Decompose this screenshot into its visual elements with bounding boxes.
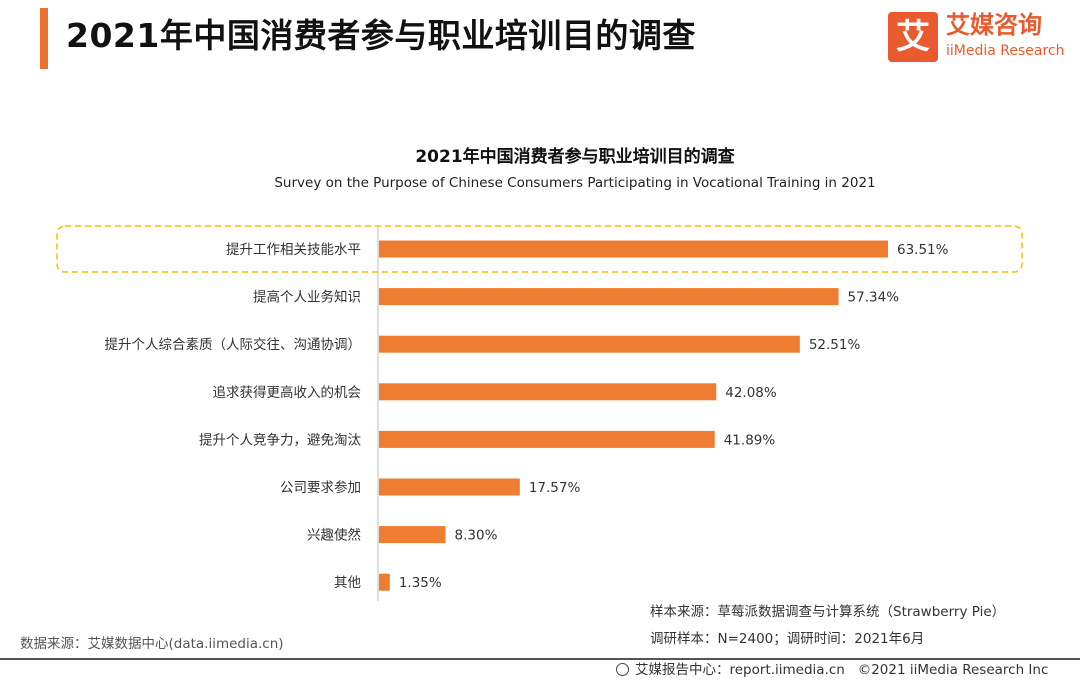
bar	[379, 383, 717, 401]
bar	[379, 335, 800, 353]
category-label: 公司要求参加	[280, 479, 361, 496]
chart-title: 2021年中国消费者参与职业培训目的调查	[415, 147, 735, 167]
category-label: 提升个人综合素质（人际交往、沟通协调）	[105, 336, 362, 353]
category-label: 其他	[334, 575, 361, 591]
value-label: 8.30%	[455, 528, 498, 544]
bar	[379, 526, 446, 544]
category-label: 追求获得更高收入的机会	[213, 384, 362, 401]
report-center-link[interactable]: 艾媒报告中心：report.iimedia.cn	[635, 662, 845, 678]
value-label: 1.35%	[399, 575, 442, 591]
logo-name-en: iiMedia Research	[946, 43, 1065, 59]
category-label: 提升工作相关技能水平	[226, 242, 361, 258]
bar	[379, 240, 888, 258]
footer-divider	[0, 658, 1080, 660]
logo-mark: 艾	[888, 12, 938, 62]
sample-source-note: 样本来源：草莓派数据调查与计算系统（Strawberry Pie）	[650, 604, 1006, 620]
category-label: 兴趣使然	[307, 527, 361, 544]
bar	[379, 288, 839, 306]
value-label: 17.57%	[529, 480, 581, 496]
title-accent-bar	[40, 8, 48, 69]
globe-icon	[616, 663, 629, 676]
copyright: ©2021 iiMedia Research Inc	[857, 662, 1049, 678]
chart-subtitle: Survey on the Purpose of Chinese Consume…	[274, 175, 876, 191]
bar	[379, 430, 715, 448]
category-label: 提升个人竞争力，避免淘汰	[199, 431, 361, 448]
value-label: 57.34%	[848, 290, 900, 306]
bar	[379, 573, 390, 591]
value-label: 52.51%	[809, 337, 861, 353]
sample-info-note: 调研样本：N=2400；调研时间：2021年6月	[650, 631, 925, 647]
page-title: 2021年中国消费者参与职业培训目的调查	[66, 16, 696, 55]
category-label: 提高个人业务知识	[253, 289, 361, 306]
bar	[379, 478, 520, 496]
logo-name-cn: 艾媒咨询	[946, 11, 1042, 39]
data-source: 数据来源：艾媒数据中心(data.iimedia.cn)	[20, 636, 284, 652]
iimedia-logo: 艾 艾媒咨询 iiMedia Research	[888, 10, 1073, 64]
value-label: 41.89%	[724, 432, 776, 448]
value-label: 63.51%	[897, 242, 949, 258]
value-label: 42.08%	[725, 385, 777, 401]
footer-right: 艾媒报告中心：report.iimedia.cn ©2021 iiMedia R…	[616, 660, 1048, 680]
highlight-box	[56, 225, 1023, 273]
